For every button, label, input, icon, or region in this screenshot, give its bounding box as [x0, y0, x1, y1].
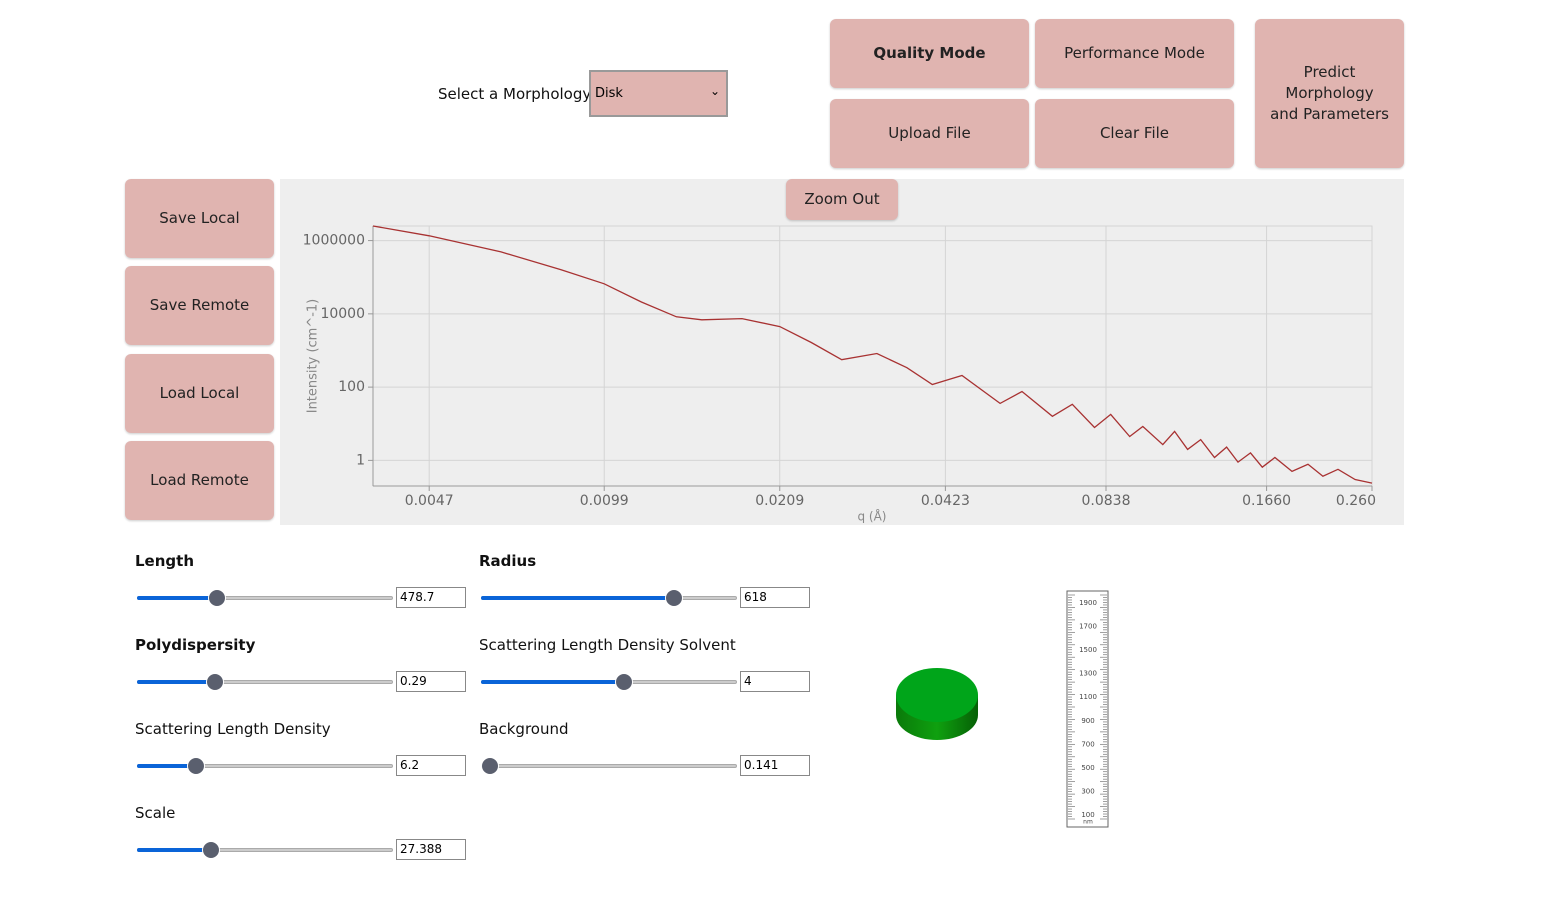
parameter-input[interactable]: 6.2: [396, 755, 466, 776]
slider-thumb[interactable]: [481, 757, 499, 775]
slider-thumb[interactable]: [665, 589, 683, 607]
parameter-label: Radius: [479, 552, 537, 570]
parameter-input[interactable]: 4: [740, 671, 810, 692]
parameter-label: Length: [135, 552, 194, 570]
ruler-label: 1900: [1079, 599, 1097, 607]
ruler-label: 1500: [1079, 646, 1097, 654]
y-tick-label: 100: [338, 379, 365, 395]
x-axis-label: q (Å): [857, 509, 886, 524]
slider-fill: [137, 680, 215, 684]
disk-model: [896, 668, 978, 740]
chevron: ⌄: [709, 84, 720, 98]
load-remote-button[interactable]: Load Remote: [125, 441, 274, 520]
clear-file-button[interactable]: Clear File: [1035, 99, 1234, 168]
parameter-label: Scale: [135, 804, 176, 822]
ruler-label: 1100: [1079, 693, 1097, 701]
ruler-label: 700: [1081, 740, 1094, 748]
y-tick-label: 1: [356, 452, 365, 468]
performance-mode-button[interactable]: Performance Mode: [1035, 19, 1234, 88]
plot-area: [372, 225, 1373, 487]
x-tick-label: 0.0423: [921, 493, 970, 509]
x-tick-label: 0.0099: [580, 493, 629, 509]
parameter-label: Polydispersity: [135, 636, 256, 654]
parameter-input[interactable]: 27.388: [396, 839, 466, 860]
select-value: Disk: [595, 86, 623, 101]
upload-file-button[interactable]: Upload File: [830, 99, 1029, 168]
slider-fill: [481, 680, 624, 684]
x-tick-label: 0.0838: [1082, 493, 1131, 509]
slider-fill: [137, 848, 211, 852]
x-tick-label: 0.0047: [405, 493, 454, 509]
chart: Intensity (cm^-1) q (Å) 0.0047 0.0099 0.02…: [303, 225, 1376, 524]
ruler-label: 1700: [1079, 623, 1097, 631]
slider-thumb[interactable]: [206, 673, 224, 691]
y-tick-label: 10000: [320, 306, 365, 322]
save-local-button[interactable]: Save Local: [125, 179, 274, 258]
load-local-button[interactable]: Load Local: [125, 354, 274, 433]
ruler-unit: nm: [1083, 819, 1093, 826]
ruler-label: 300: [1081, 787, 1094, 795]
parameter-input[interactable]: 618: [740, 587, 810, 608]
slider-thumb[interactable]: [202, 841, 220, 859]
parameter-input[interactable]: 0.141: [740, 755, 810, 776]
data-line: [372, 225, 1373, 484]
slider-fill: [137, 596, 217, 600]
x-tick-label: 0.0209: [755, 493, 804, 509]
parameter-label: Scattering Length Density: [135, 720, 331, 738]
parameter-input[interactable]: 0.29: [396, 671, 466, 692]
ruler-label: 500: [1081, 764, 1094, 772]
slider-thumb[interactable]: [187, 757, 205, 775]
slider-thumb[interactable]: [615, 673, 633, 691]
y-axis-label: Intensity (cm^-1): [306, 299, 321, 414]
y-tick-label: 1000000: [303, 233, 365, 249]
chart-panel: Intensity (cm^-1) q (Å) 0.0047 0.0099 0.02…: [280, 179, 1404, 525]
parameter-input[interactable]: 478.7: [396, 587, 466, 608]
parameter-label: Scattering Length Density Solvent: [479, 636, 736, 654]
ruler-label: 900: [1081, 717, 1094, 725]
zoom-out-button[interactable]: Zoom Out: [786, 179, 898, 220]
morphology-select[interactable]: Disk ⌄: [589, 70, 728, 117]
slider-fill: [137, 764, 196, 768]
ruler-label: 1300: [1079, 670, 1097, 678]
slider-fill: [481, 596, 674, 600]
save-remote-button[interactable]: Save Remote: [125, 266, 274, 345]
slider-track[interactable]: [481, 764, 737, 768]
ruler-label: 100: [1081, 811, 1094, 819]
morphology-label: Select a Morphology:: [438, 85, 596, 103]
predict-button[interactable]: Predict Morphology and Parameters: [1255, 19, 1404, 168]
x-tick-label: 0.1660: [1242, 493, 1291, 509]
x-tick-label: 0.260: [1336, 493, 1376, 509]
slider-thumb[interactable]: [208, 589, 226, 607]
quality-mode-button[interactable]: Quality Mode: [830, 19, 1029, 88]
parameter-label: Background: [479, 720, 569, 738]
